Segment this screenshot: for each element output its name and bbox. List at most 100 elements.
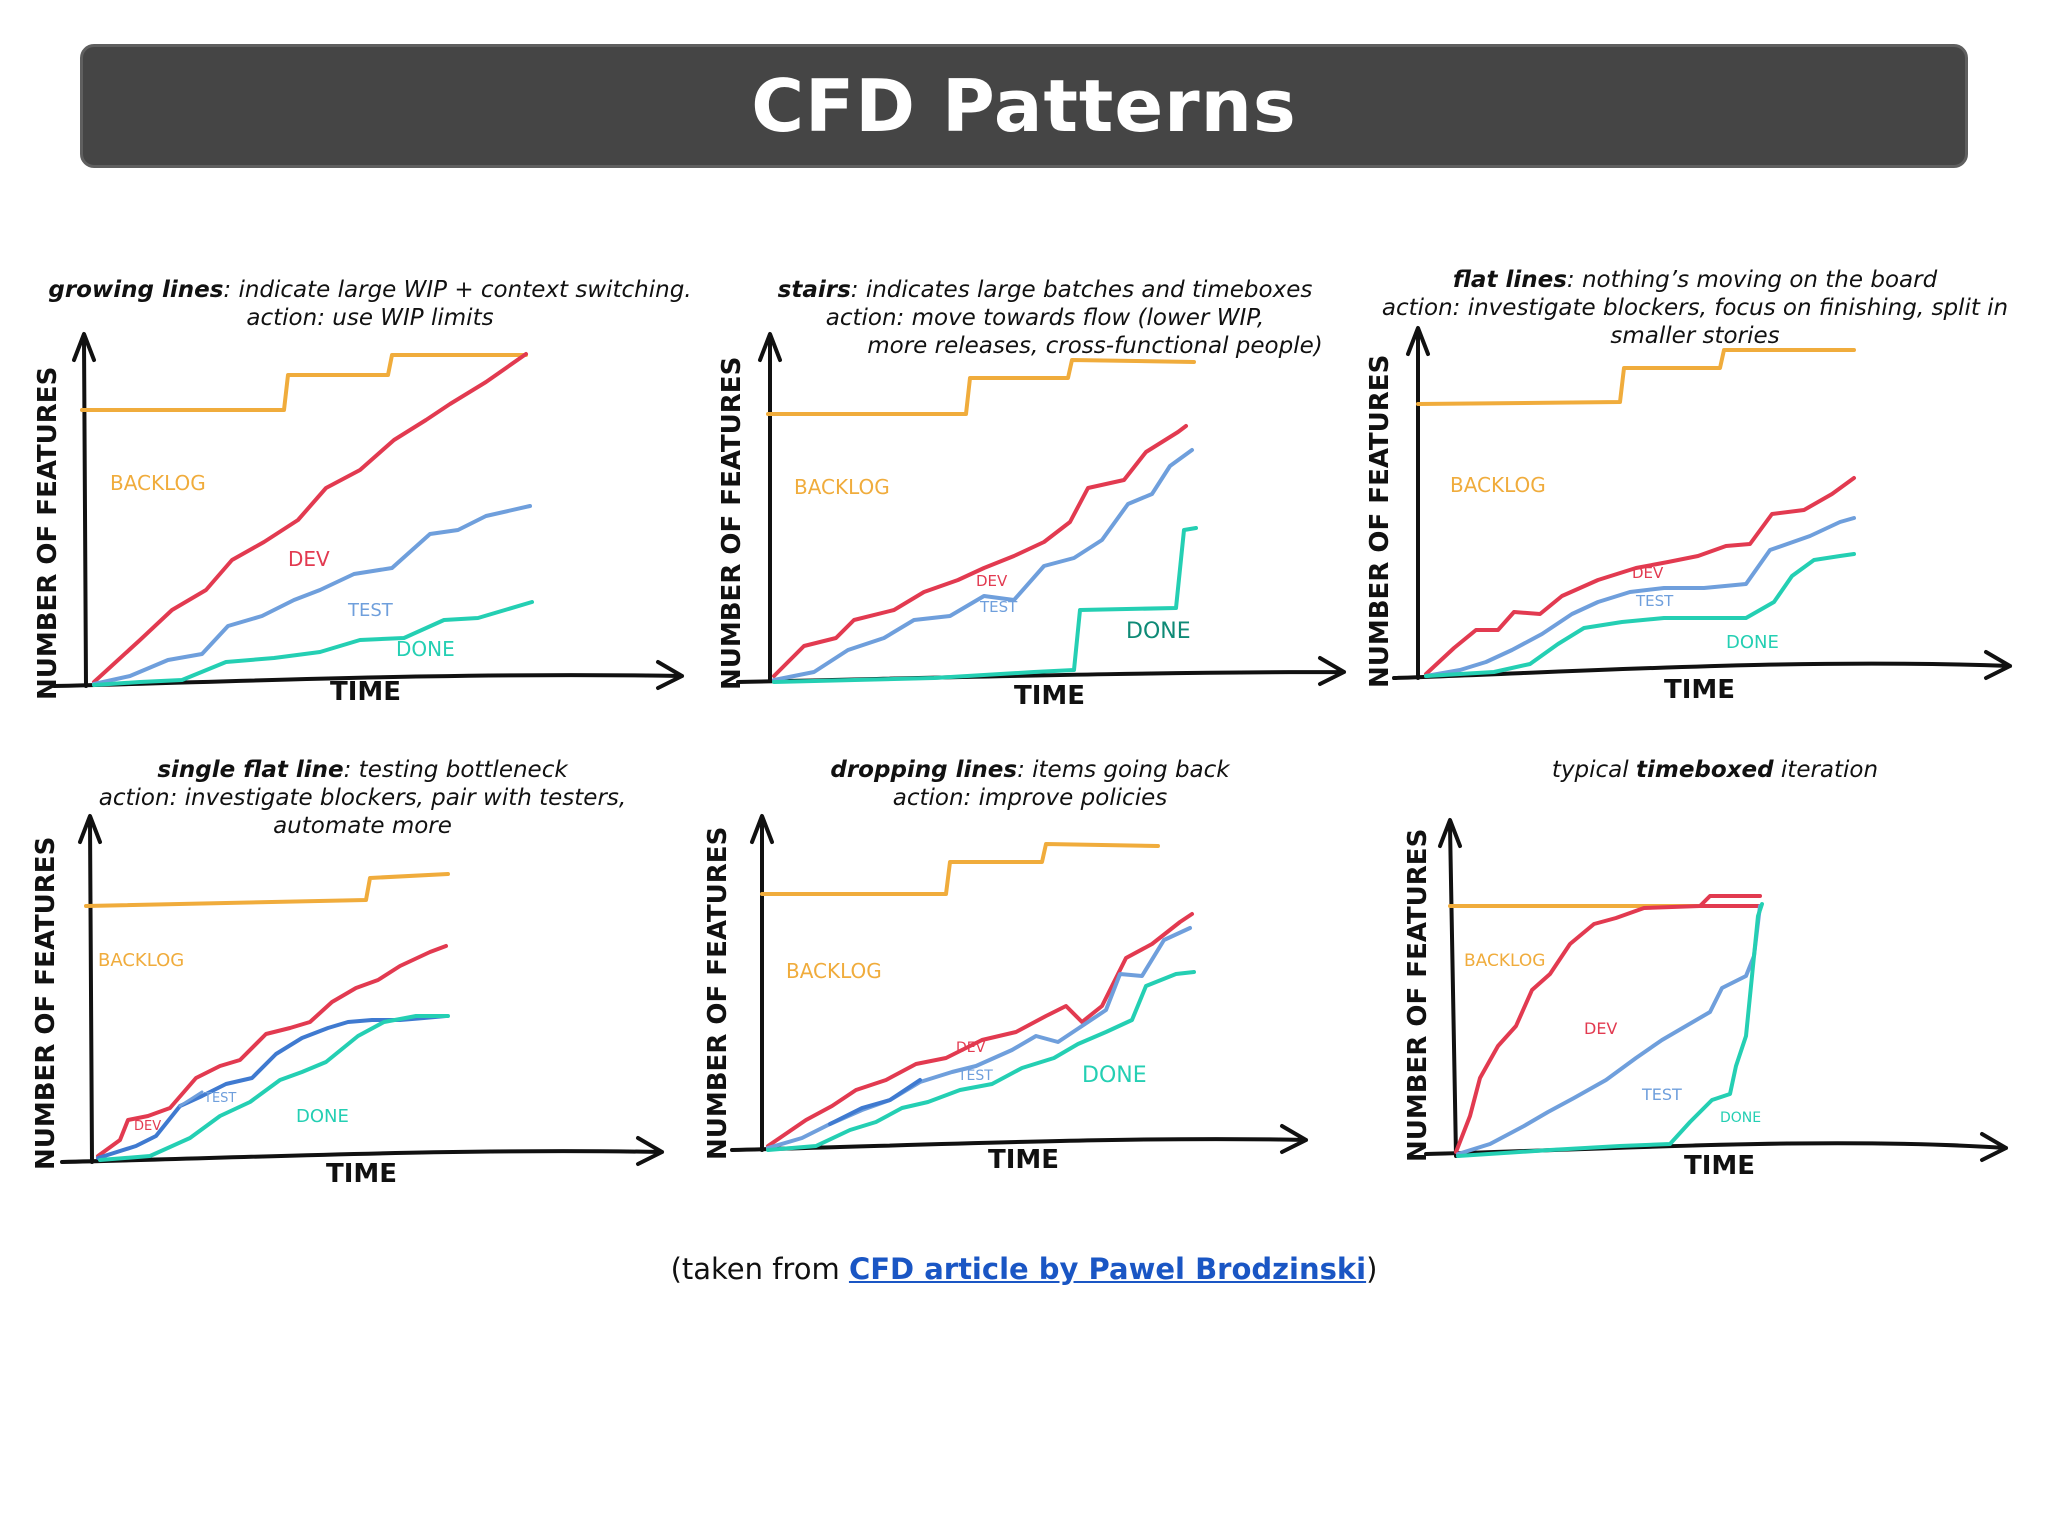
caption-pre: typical xyxy=(1551,757,1636,783)
test-label: TEST xyxy=(347,600,394,621)
cfd-sketch-timeboxed: NUMBER OF FEATURES TIME BACKLOG DEV TEST… xyxy=(1403,818,2008,1181)
y-axis xyxy=(72,332,96,688)
caption-dropping-lines: dropping lines: items going back action:… xyxy=(700,756,1360,812)
y-axis-label: NUMBER OF FEATURES xyxy=(717,357,747,690)
caption-bold: dropping lines xyxy=(830,757,1018,783)
test-label: TEST xyxy=(957,1068,993,1084)
dev-label: DEV xyxy=(1584,1019,1617,1038)
caption-flat-lines: flat lines: nothing’s moving on the boar… xyxy=(1380,266,2010,350)
source-attribution: (taken from CFD article by Pawel Brodzin… xyxy=(0,1252,2048,1286)
caption-text: iteration xyxy=(1773,757,1879,783)
test-label: TEST xyxy=(1635,592,1674,610)
test-line xyxy=(92,504,532,686)
backlog-line xyxy=(766,358,1196,416)
cfd-sketch-stairs: NUMBER OF FEATURES TIME BACKLOG DEV TEST… xyxy=(717,332,1346,711)
dev-line xyxy=(96,944,448,1158)
dev-label: DEV xyxy=(976,572,1008,590)
caption-single-flat-line: single flat line: testing bottleneck act… xyxy=(40,756,685,840)
caption-action-cont: smaller stories xyxy=(1610,323,1780,349)
done-label: DONE xyxy=(1720,1110,1761,1126)
y-axis xyxy=(1406,326,1430,680)
dev-label: DEV xyxy=(956,1040,986,1056)
caption-bold: stairs xyxy=(777,277,851,303)
x-axis-label: TIME xyxy=(1014,681,1085,711)
backlog-label: BACKLOG xyxy=(794,475,890,499)
test-line-dark xyxy=(828,1078,922,1126)
x-axis-label: TIME xyxy=(330,677,401,707)
backlog-line xyxy=(80,353,528,412)
y-axis-label: NUMBER OF FEATURES xyxy=(1403,829,1433,1162)
caption-growing-lines: growing lines: indicate large WIP + cont… xyxy=(40,276,700,332)
x-axis xyxy=(60,1136,664,1166)
cfd-sketch-single-flat-line: NUMBER OF FEATURES TIME BACKLOG DEV TEST… xyxy=(31,814,664,1189)
x-axis-label: TIME xyxy=(1664,675,1735,705)
caption-timeboxed: typical timeboxed iteration xyxy=(1400,756,2030,784)
done-label: DONE xyxy=(296,1106,349,1127)
test-label: TEST xyxy=(203,1091,236,1106)
done-label: DONE xyxy=(396,637,455,661)
cfd-sketch-dropping-lines: NUMBER OF FEATURES TIME BACKLOG DEV TEST… xyxy=(703,814,1308,1175)
y-axis xyxy=(758,332,782,682)
dev-line xyxy=(92,352,528,684)
y-axis xyxy=(1438,818,1462,1158)
source-suffix: ) xyxy=(1366,1252,1378,1286)
caption-bold: single flat line xyxy=(157,757,344,783)
caption-text: : nothing’s moving on the board xyxy=(1566,267,1938,293)
source-prefix: (taken from xyxy=(670,1252,849,1286)
done-line xyxy=(92,600,534,687)
caption-action: action: investigate blockers, focus on f… xyxy=(1381,295,2009,321)
backlog-line xyxy=(1416,348,1856,406)
caption-action-cont: more releases, cross-functional people) xyxy=(867,333,1323,359)
x-axis-label: TIME xyxy=(988,1145,1059,1175)
backlog-label: BACKLOG xyxy=(1464,951,1545,971)
done-label: DONE xyxy=(1126,619,1191,644)
done-label: DONE xyxy=(1082,1063,1147,1088)
dev-line xyxy=(1454,894,1762,1154)
source-link[interactable]: CFD article by Pawel Brodzinski xyxy=(848,1252,1367,1286)
caption-bold: flat lines xyxy=(1452,267,1567,293)
caption-stairs: stairs: indicates large batches and time… xyxy=(715,276,1375,360)
test-line xyxy=(1424,516,1856,678)
test-line xyxy=(1456,904,1762,1156)
caption-action-cont: automate more xyxy=(273,813,452,839)
y-axis-label: NUMBER OF FEATURES xyxy=(703,827,733,1160)
caption-bold: growing lines xyxy=(48,277,224,303)
caption-text: : testing bottleneck xyxy=(343,757,568,783)
backlog-label: BACKLOG xyxy=(110,471,206,495)
backlog-label: BACKLOG xyxy=(1450,473,1546,497)
caption-action: action: investigate blockers, pair with … xyxy=(98,785,627,811)
done-line xyxy=(766,970,1196,1152)
page-title: CFD Patterns xyxy=(751,64,1297,148)
caption-text: : indicates large batches and timeboxes xyxy=(850,277,1313,303)
test-line xyxy=(772,448,1194,682)
caption-text: : indicate large WIP + context switching… xyxy=(223,277,692,303)
dev-line xyxy=(1424,476,1856,676)
done-label: DONE xyxy=(1726,632,1779,653)
cfd-sketch-flat-lines: NUMBER OF FEATURES TIME BACKLOG DEV TEST… xyxy=(1365,326,2012,705)
y-axis-label: NUMBER OF FEATURES xyxy=(1365,355,1395,688)
caption-action: action: move towards flow (lower WIP, xyxy=(825,305,1265,331)
backlog-line xyxy=(84,872,450,908)
y-axis-label: NUMBER OF FEATURES xyxy=(33,367,63,700)
dev-label: DEV xyxy=(288,547,330,571)
title-bar: CFD Patterns xyxy=(80,44,1968,168)
test-label: TEST xyxy=(979,598,1018,616)
dev-line xyxy=(766,912,1194,1148)
cfd-sketch-growing-lines: NUMBER OF FEATURES TIME BACKLOG DEV TEST… xyxy=(33,332,684,707)
x-axis-label: TIME xyxy=(1684,1151,1755,1181)
y-axis xyxy=(78,814,102,1164)
done-line xyxy=(98,1014,450,1162)
caption-bold: timeboxed xyxy=(1635,757,1774,783)
done-line xyxy=(772,526,1198,684)
x-axis-label: TIME xyxy=(326,1159,397,1189)
caption-action: action: improve policies xyxy=(892,785,1168,811)
dev-label: DEV xyxy=(134,1119,161,1134)
dev-label: DEV xyxy=(1632,564,1664,582)
backlog-label: BACKLOG xyxy=(786,959,882,983)
y-axis-label: NUMBER OF FEATURES xyxy=(31,837,61,1170)
dev-line xyxy=(772,424,1188,678)
y-axis xyxy=(750,814,774,1152)
done-line xyxy=(1456,902,1764,1158)
caption-action: action: use WIP limits xyxy=(246,305,494,331)
caption-text: : items going back xyxy=(1017,757,1230,783)
